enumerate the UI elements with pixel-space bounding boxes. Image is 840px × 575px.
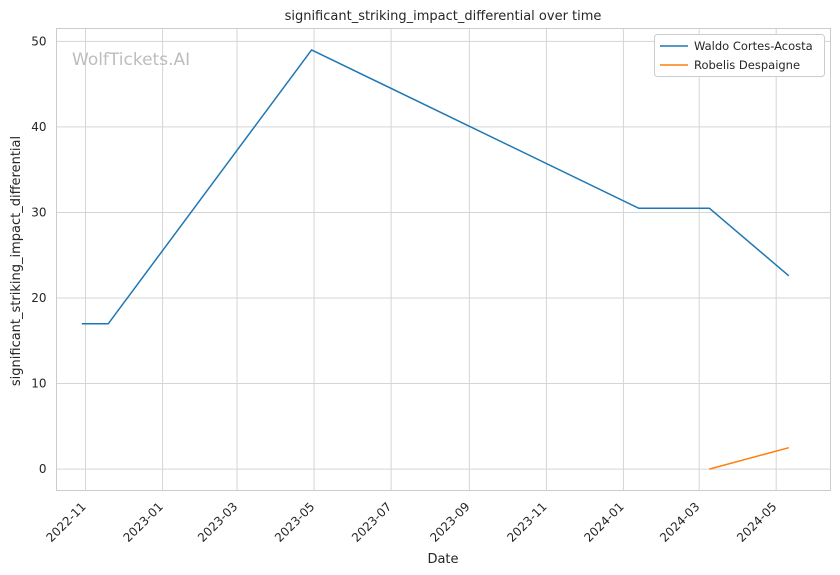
series-layer bbox=[81, 49, 790, 470]
watermark: WolfTickets.AI bbox=[72, 50, 190, 70]
x-tick-label: 2023-07 bbox=[349, 500, 394, 545]
x-tick-label: 2023-09 bbox=[427, 500, 472, 545]
x-axis-title: Date bbox=[427, 552, 458, 567]
y-tick-label: 40 bbox=[31, 120, 46, 134]
grid bbox=[56, 28, 831, 491]
y-axis-ticks: 0 10 20 30 40 50 bbox=[31, 34, 46, 476]
chart-title: significant_striking_impact_differential… bbox=[285, 9, 602, 24]
y-tick-label: 50 bbox=[31, 34, 46, 48]
legend-box bbox=[654, 34, 825, 77]
x-tick-label: 2023-03 bbox=[195, 500, 240, 545]
y-tick-label: 20 bbox=[31, 291, 46, 305]
x-tick-label: 2023-05 bbox=[272, 500, 317, 545]
series-line-1 bbox=[709, 446, 789, 470]
x-tick-label: 2023-11 bbox=[504, 500, 549, 545]
x-axis-ticks: 2022-11 2023-01 2023-03 2023-05 2023-07 2023-… bbox=[43, 500, 779, 545]
y-tick-label: 0 bbox=[39, 462, 47, 476]
y-tick-label: 30 bbox=[31, 205, 46, 219]
legend-label-waldo: Waldo Cortes-Acosta bbox=[694, 39, 813, 53]
x-tick-label: 2022-11 bbox=[43, 500, 88, 545]
series-line-0 bbox=[81, 49, 790, 325]
plot-frame bbox=[56, 28, 831, 491]
legend-label-robelis: Robelis Despaigne bbox=[694, 58, 800, 72]
x-tick-label: 2024-01 bbox=[581, 500, 626, 545]
y-tick-label: 10 bbox=[31, 377, 46, 391]
x-tick-label: 2023-01 bbox=[121, 500, 166, 545]
x-tick-label: 2024-03 bbox=[657, 500, 702, 545]
legend: Waldo Cortes-Acosta Robelis Despaigne bbox=[654, 34, 825, 77]
y-axis-title: significant_striking_impact_differential bbox=[9, 136, 24, 386]
x-tick-label: 2024-05 bbox=[734, 500, 779, 545]
